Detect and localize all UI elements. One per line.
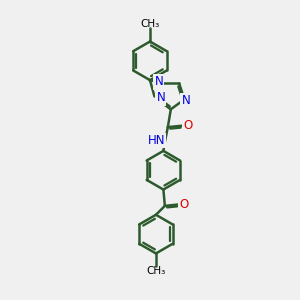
Text: O: O xyxy=(180,198,189,211)
Text: CH₃: CH₃ xyxy=(146,266,166,276)
Text: N: N xyxy=(154,76,163,88)
Text: N: N xyxy=(156,92,165,104)
Text: O: O xyxy=(183,119,192,132)
Text: N: N xyxy=(182,94,190,107)
Text: HN: HN xyxy=(148,134,165,147)
Text: CH₃: CH₃ xyxy=(140,19,160,29)
